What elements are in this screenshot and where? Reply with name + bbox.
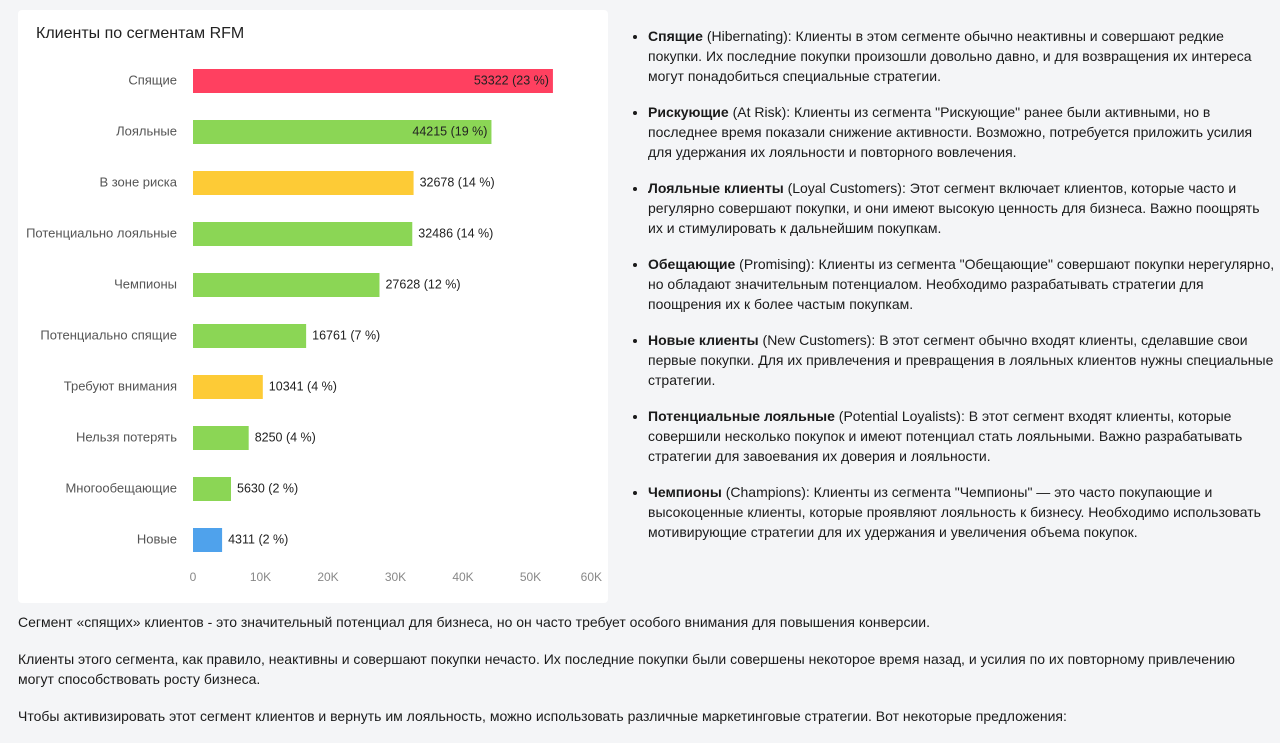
segment-term: Рискующие	[648, 104, 729, 120]
y-tick-label: Лояльные	[116, 123, 177, 138]
bar	[193, 528, 223, 552]
segment-text: (At Risk): Клиенты из сегмента "Рискующи…	[648, 104, 1253, 160]
x-tick-label: 60K	[581, 570, 602, 584]
y-tick-label: Чемпионы	[114, 276, 177, 291]
data-label: 53322 (23 %)	[474, 73, 549, 87]
segment-term: Обещающие	[648, 256, 736, 272]
segment-term: Спящие	[648, 28, 703, 44]
data-label: 32678 (14 %)	[420, 175, 495, 189]
paragraph: Чтобы активизировать этот сегмент клиент…	[18, 708, 1067, 724]
data-label: 4311 (2 %)	[228, 532, 288, 546]
data-label: 8250 (4 %)	[255, 430, 316, 444]
y-tick-label: Многообещающие	[65, 480, 177, 495]
y-tick-label: Новые	[137, 531, 177, 546]
y-tick-label: В зоне риска	[99, 174, 177, 189]
bar	[193, 375, 263, 399]
paragraphs: Сегмент «спящих» клиентов - это значител…	[18, 612, 1268, 743]
x-tick-label: 40K	[452, 570, 473, 584]
x-tick-label: 0	[190, 570, 197, 584]
bar	[193, 120, 492, 144]
segment-list: Спящие (Hibernating): Клиенты в этом сег…	[630, 26, 1278, 558]
segment-item: Спящие (Hibernating): Клиенты в этом сег…	[648, 26, 1278, 86]
data-label: 5630 (2 %)	[237, 481, 298, 495]
segment-term: Чемпионы	[648, 484, 722, 500]
x-tick-label: 10K	[250, 570, 271, 584]
y-tick-label: Потенциально спящие	[40, 327, 177, 342]
chart: Клиенты по сегментам RFM 0 10K 20K 30K 40K 50…	[26, 25, 602, 584]
bar	[193, 222, 413, 246]
bar	[193, 69, 553, 93]
x-tick-label: 20K	[317, 570, 338, 584]
segment-text: (Hibernating): Клиенты в этом сегменте о…	[648, 28, 1252, 84]
data-label: 32486 (14 %)	[418, 226, 493, 240]
segment-text: (Promising): Клиенты из сегмента "Обещаю…	[648, 256, 1275, 312]
chart-title: Клиенты по сегментам RFM	[36, 25, 244, 42]
bar	[193, 477, 232, 501]
segment-item: Обещающие (Promising): Клиенты из сегмен…	[648, 254, 1278, 314]
data-label: 10341 (4 %)	[269, 379, 337, 393]
data-label: 27628 (12 %)	[385, 277, 460, 291]
segment-text: (Loyal Customers): Этот сегмент включает…	[648, 180, 1260, 236]
segment-term: Лояльные клиенты	[648, 180, 784, 196]
x-tick-label: 30K	[385, 570, 406, 584]
bar	[193, 426, 249, 450]
bar	[193, 171, 414, 195]
chart-card: Клиенты по сегментам RFM 0 10K 20K 30K 40K 50…	[18, 10, 608, 603]
y-tick-label: Требуют внимания	[64, 378, 177, 393]
segment-text: (Champions): Клиенты из сегмента "Чемпио…	[648, 484, 1261, 540]
data-label: 44215 (19 %)	[412, 124, 487, 138]
paragraph: Сегмент «спящих» клиентов - это значител…	[18, 614, 930, 630]
y-tick-label: Потенциально лояльные	[26, 225, 177, 240]
bar	[193, 324, 307, 348]
segment-item: Лояльные клиенты (Loyal Customers): Этот…	[648, 178, 1278, 238]
segment-item: Потенциальные лояльные (Potential Loyali…	[648, 406, 1278, 466]
segment-text: (New Customers): В этот сегмент обычно в…	[648, 332, 1274, 388]
y-tick-label: Спящие	[128, 72, 177, 87]
segment-term: Новые клиенты	[648, 332, 759, 348]
segment-term: Потенциальные лояльные	[648, 408, 835, 424]
segment-item: Рискующие (At Risk): Клиенты из сегмента…	[648, 102, 1278, 162]
segment-item: Новые клиенты (New Customers): В этот се…	[648, 330, 1278, 390]
paragraph: Клиенты этого сегмента, как правило, неа…	[18, 651, 1236, 687]
bar	[193, 273, 380, 297]
segment-text: (Potential Loyalists): В этот сегмент вх…	[648, 408, 1243, 464]
y-tick-label: Нельзя потерять	[76, 429, 177, 444]
data-label: 16761 (7 %)	[312, 328, 380, 342]
segment-item: Чемпионы (Champions): Клиенты из сегмент…	[648, 482, 1278, 542]
x-tick-label: 50K	[520, 570, 541, 584]
